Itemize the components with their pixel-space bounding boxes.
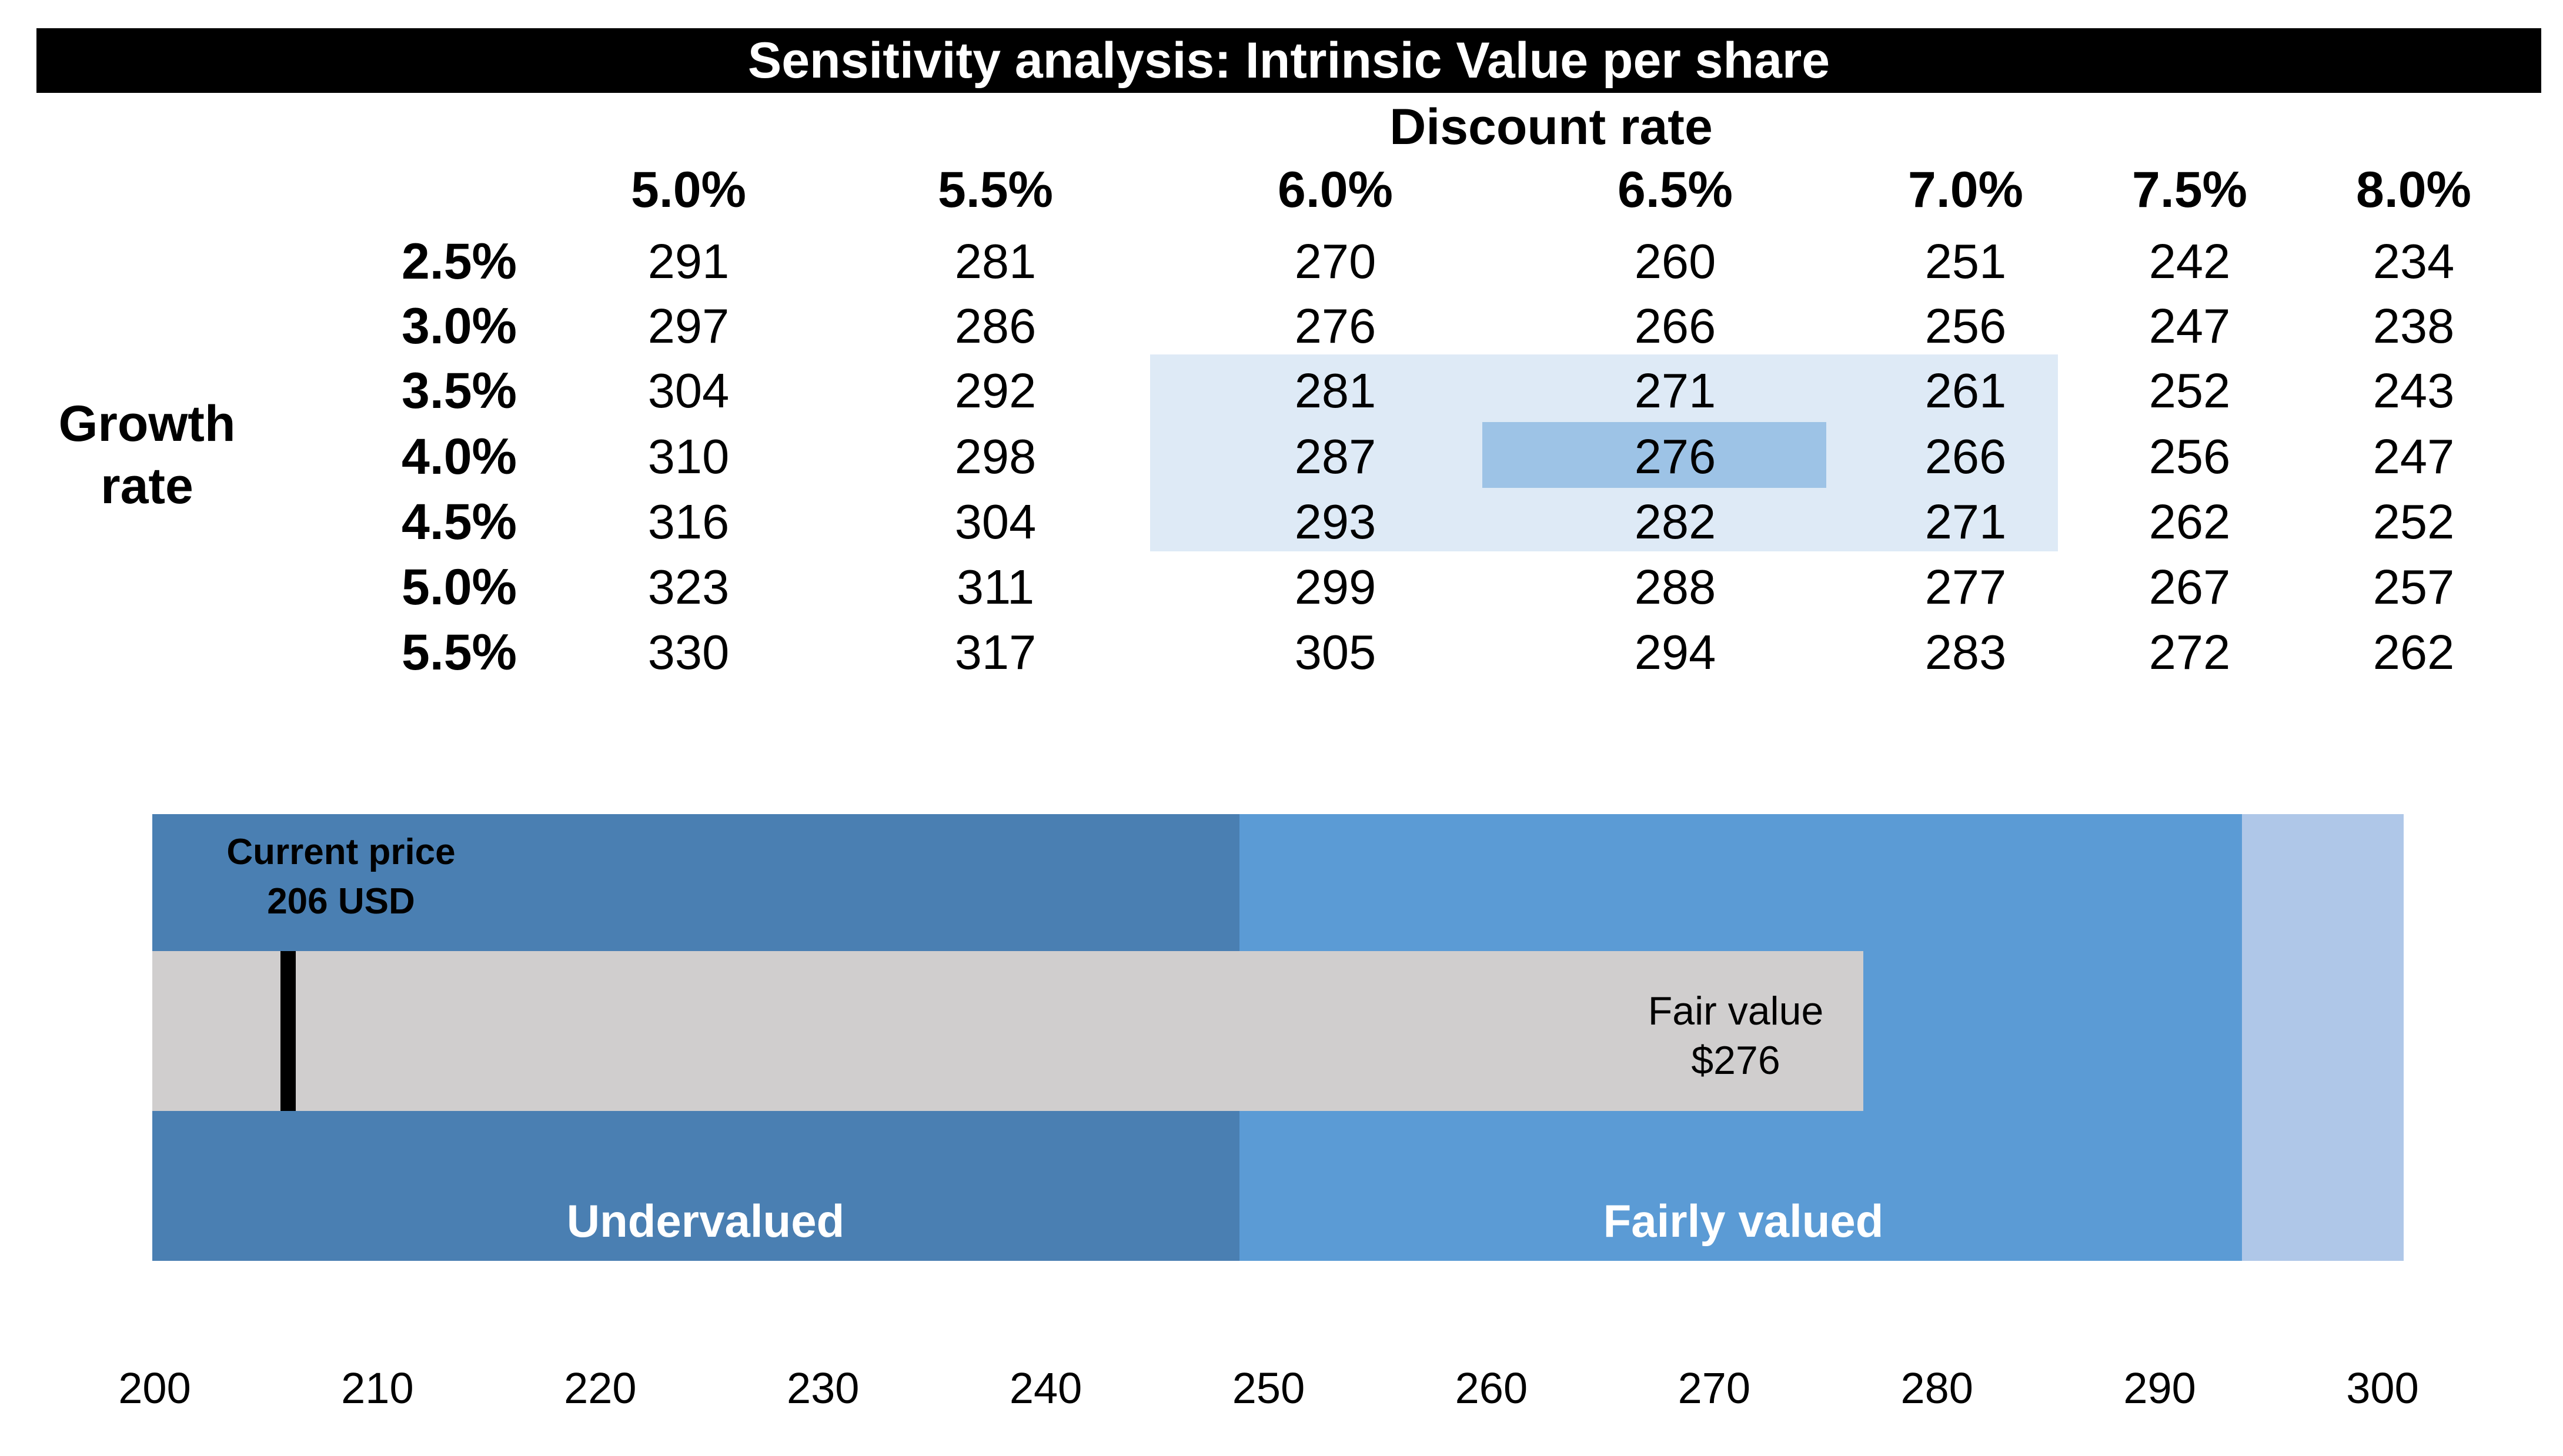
current-price-marker: [280, 951, 296, 1111]
axis-tick-label: 220: [564, 1364, 637, 1413]
table-cell: 291: [647, 234, 730, 289]
table-cell: 305: [1294, 625, 1376, 680]
table-cell: 330: [647, 625, 730, 680]
table-cell: 282: [1634, 494, 1716, 549]
current-price-label-line2: 206 USD: [267, 881, 415, 922]
table-cell: 276: [1634, 429, 1716, 484]
column-header: 8.0%: [2355, 162, 2472, 218]
table-cell: 311: [956, 560, 1035, 614]
table-cell: 266: [1634, 299, 1716, 353]
table-cell: 276: [1294, 299, 1376, 353]
axis-tick-label: 240: [1009, 1364, 1082, 1413]
page-title: Sensitivity analysis: Intrinsic Value pe…: [747, 32, 1830, 89]
column-header: 5.0%: [630, 162, 747, 218]
fair-value-label: Fair value $276: [1501, 986, 1971, 1085]
row-header: 3.0%: [401, 298, 517, 354]
table-cell: 297: [647, 299, 730, 353]
discount-rate-axis-title: Discount rate: [1389, 99, 1713, 155]
growth-rate-axis-title-line2: rate: [101, 458, 193, 514]
table-cell: 271: [1924, 494, 2007, 549]
row-header: 3.5%: [401, 363, 517, 419]
table-cell: 299: [1294, 560, 1376, 614]
axis-tick-label: 290: [2123, 1364, 2196, 1413]
table-cell: 272: [2148, 625, 2231, 680]
table-cell: 256: [1924, 299, 2007, 353]
column-header: 7.5%: [2131, 162, 2248, 218]
table-cell: 247: [2372, 429, 2455, 484]
table-cell: 261: [1924, 363, 2007, 418]
table-cell: 247: [2148, 299, 2231, 353]
row-header: 5.5%: [401, 624, 517, 681]
table-cell: 243: [2372, 363, 2455, 418]
table-cell: 270: [1294, 234, 1376, 289]
table-cell: 252: [2372, 494, 2455, 549]
growth-rate-axis-title-line1: Growth: [58, 396, 236, 452]
row-header: 4.5%: [401, 494, 517, 550]
axis-tick-label: 260: [1455, 1364, 1528, 1413]
table-cell: 316: [647, 494, 730, 549]
table-cell: 294: [1634, 625, 1716, 680]
table-cell: 252: [2148, 363, 2231, 418]
table-cell: 298: [954, 429, 1037, 484]
axis-tick-label: 280: [1900, 1364, 1973, 1413]
fair-value-label-line1: Fair value: [1648, 989, 1824, 1033]
table-cell: 317: [954, 625, 1037, 680]
axis-tick-label: 300: [2346, 1364, 2419, 1413]
fair-value-label-line2: $276: [1691, 1038, 1780, 1083]
current-price-label: Current price 206 USD: [76, 828, 606, 926]
table-cell: 292: [954, 363, 1037, 418]
table-cell: 262: [2372, 625, 2455, 680]
table-cell: 271: [1634, 363, 1716, 418]
row-header: 2.5%: [401, 233, 517, 290]
table-cell: 288: [1634, 560, 1716, 614]
table-cell: 238: [2372, 299, 2455, 353]
column-header: 5.5%: [937, 162, 1054, 218]
table-cell: 266: [1924, 429, 2007, 484]
table-cell: 256: [2148, 429, 2231, 484]
table-cell: 281: [954, 234, 1037, 289]
fairly-valued-zone-label: Fairly valued: [1603, 1195, 1884, 1247]
table-cell: 304: [954, 494, 1037, 549]
row-header: 5.0%: [401, 559, 517, 615]
growth-rate-axis-title: Growth rate: [29, 393, 265, 517]
axis-tick-label: 250: [1232, 1364, 1305, 1413]
table-cell: 251: [1924, 234, 2007, 289]
undervalued-zone-label: Undervalued: [566, 1195, 845, 1247]
current-price-label-line1: Current price: [226, 832, 456, 872]
table-cell: 277: [1924, 560, 2007, 614]
table-cell: 257: [2372, 560, 2455, 614]
table-cell: 310: [647, 429, 730, 484]
table-cell: 234: [2372, 234, 2455, 289]
table-cell: 287: [1294, 429, 1376, 484]
column-header: 6.5%: [1617, 162, 1733, 218]
table-cell: 286: [954, 299, 1037, 353]
table-cell: 293: [1294, 494, 1376, 549]
table-cell: 323: [647, 560, 730, 614]
table-cell: 304: [647, 363, 730, 418]
table-cell: 260: [1634, 234, 1716, 289]
fair-value-bar: [152, 951, 1864, 1111]
title-bar: Sensitivity analysis: Intrinsic Value pe…: [36, 28, 2541, 93]
valuation-zone: [2242, 814, 2404, 1261]
table-cell: 283: [1924, 625, 2007, 680]
table-cell: 281: [1294, 363, 1376, 418]
column-header: 6.0%: [1277, 162, 1394, 218]
axis-tick-label: 230: [786, 1364, 860, 1413]
table-cell: 267: [2148, 560, 2231, 614]
column-header: 7.0%: [1907, 162, 2024, 218]
table-cell: 262: [2148, 494, 2231, 549]
axis-tick-label: 210: [341, 1364, 414, 1413]
base-case-highlight-rect: [1482, 422, 1826, 488]
axis-tick-label: 200: [118, 1364, 191, 1413]
axis-tick-label: 270: [1678, 1364, 1751, 1413]
table-cell: 242: [2148, 234, 2231, 289]
row-header: 4.0%: [401, 429, 517, 485]
